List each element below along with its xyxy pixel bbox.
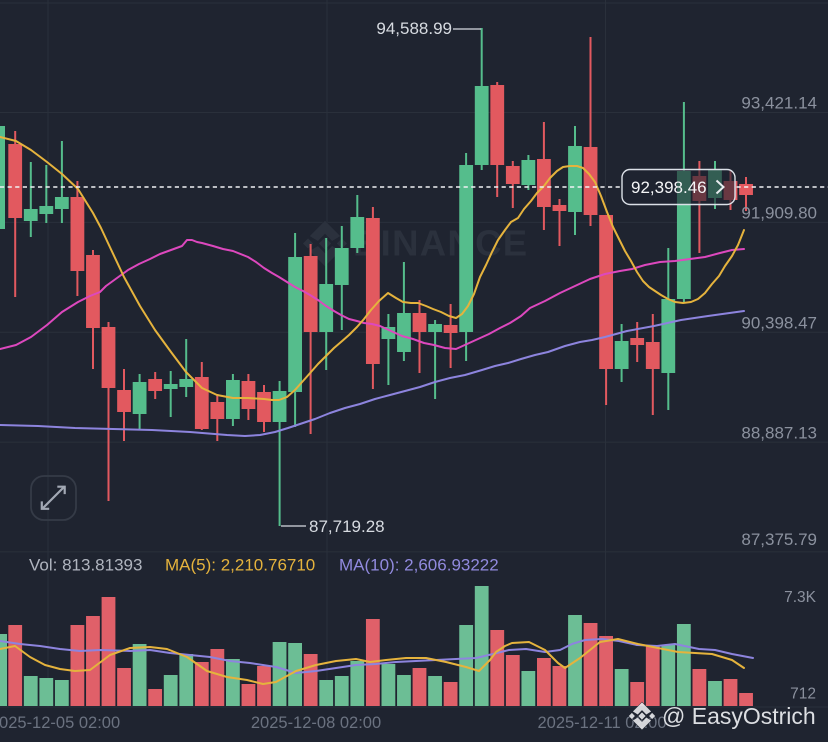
svg-text:93,421.14: 93,421.14 [741,94,817,113]
svg-text:MA(10): 2,606.93222: MA(10): 2,606.93222 [339,556,499,575]
svg-text:2025-12-05 02:00: 2025-12-05 02:00 [0,714,120,732]
svg-text:2025-12-08 02:00: 2025-12-08 02:00 [251,714,381,732]
svg-text:91,909.80: 91,909.80 [741,204,817,223]
svg-text:87,719.28: 87,719.28 [309,517,385,536]
svg-text:7.3K: 7.3K [784,589,817,606]
svg-text:BINANCE: BINANCE [353,223,528,264]
svg-text:87,375.79: 87,375.79 [741,530,817,549]
svg-text:@ EasyOstrich: @ EasyOstrich [662,703,816,729]
svg-text:712: 712 [790,686,816,703]
svg-text:92,398.46: 92,398.46 [631,178,707,197]
svg-text:2025-12-11 02:00: 2025-12-11 02:00 [537,714,666,732]
svg-text:Vol: 813.81393: Vol: 813.81393 [29,556,142,575]
svg-text:MA(5): 2,210.76710: MA(5): 2,210.76710 [165,556,315,575]
svg-text:88,887.13: 88,887.13 [741,423,817,442]
svg-text:94,588.99: 94,588.99 [376,19,452,38]
svg-text:90,398.47: 90,398.47 [741,314,817,333]
